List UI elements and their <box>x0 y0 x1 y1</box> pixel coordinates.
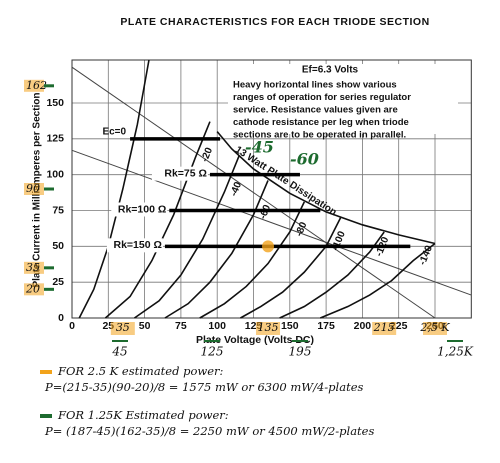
x-tick-label: 175 <box>317 320 335 332</box>
handwritten-label: 45 <box>111 345 127 359</box>
handwritten-label: 1,25K <box>437 345 474 359</box>
y-tick-label: 150 <box>46 97 64 109</box>
handwritten-y-label: 90 <box>26 182 40 195</box>
x-tick-label: 0 <box>69 320 75 332</box>
curve-label: -20 <box>199 146 215 164</box>
label-background <box>111 202 168 217</box>
handwritten-y-label: 20 <box>25 282 40 295</box>
curve <box>133 155 240 319</box>
curve-label: -80 <box>294 220 310 238</box>
highlight <box>24 261 44 274</box>
operating-range-label: Rk=75 Ω <box>164 167 207 179</box>
x-tick-label: 100 <box>208 320 226 332</box>
x-axis-label: Plate Voltage (Volts DC) <box>196 334 314 346</box>
highlight <box>372 322 397 335</box>
handwritten-bias: -45 <box>245 138 274 157</box>
curve <box>104 121 211 319</box>
y-tick-label: 75 <box>52 204 64 216</box>
operating-range-label: Rk=100 Ω <box>118 203 166 215</box>
handwritten-label: 195 <box>289 345 312 359</box>
note-text: FOR 1.25K Estimated power: <box>57 408 229 422</box>
handwritten-bias: -60 <box>290 150 319 169</box>
curve <box>279 231 385 319</box>
note-line: cathode resistance per leg when triode <box>233 117 409 128</box>
highlight <box>24 283 44 296</box>
handwritten-x-label: 135 <box>258 321 279 334</box>
load-line <box>71 149 472 296</box>
label-background <box>151 166 208 181</box>
note-line: Heavy horizontal lines show various <box>233 80 397 91</box>
note-text: P= (187-45)(162-35)/8 = 2250 mW or 4500 … <box>44 424 374 438</box>
y-tick-label: 25 <box>52 276 64 288</box>
note-background <box>228 64 458 134</box>
x-tick-label: 150 <box>281 320 299 332</box>
highlight <box>24 183 44 195</box>
handwritten-x-label: 215 <box>373 321 395 334</box>
chart-title: PLATE CHARACTERISTICS FOR EACH TRIODE SE… <box>120 16 429 28</box>
highlight <box>110 322 135 335</box>
x-tick-label: 75 <box>175 320 187 332</box>
x-tick-label: 200 <box>354 320 372 332</box>
highlight <box>423 322 447 335</box>
curve-label: -40 <box>228 180 244 198</box>
curve <box>199 201 306 319</box>
y-tick-label: 0 <box>58 312 64 324</box>
handwritten-y-label: 35 <box>26 261 40 274</box>
y-tick-label: 50 <box>52 240 64 252</box>
highlight <box>24 79 44 92</box>
handwritten-label: 125 <box>201 345 224 359</box>
dissipation-curve <box>216 131 436 245</box>
note-title: Ef=6.3 Volts <box>302 65 359 76</box>
plot-frame <box>71 59 472 319</box>
handwritten-x-label: 2,5 K <box>419 321 450 334</box>
load-line <box>71 66 436 319</box>
x-tick-label: 25 <box>102 320 114 332</box>
note-line: sections are to be operated in parallel. <box>233 130 406 141</box>
operating-range-label: Rk=150 Ω <box>114 239 162 251</box>
y-tick-label: 100 <box>46 168 64 180</box>
curve <box>78 59 150 319</box>
handwritten-y-label: 162 <box>26 79 47 92</box>
y-tick-label: 125 <box>46 133 64 145</box>
x-tick-label: 50 <box>139 320 151 332</box>
note-line: ranges of operation for series regulator <box>233 92 411 103</box>
handwritten-x-label: 35 <box>116 321 130 334</box>
highlight-point <box>262 240 275 253</box>
curve <box>240 217 342 319</box>
note-line: service. Resistance values given are <box>233 105 398 116</box>
highlight <box>256 322 281 335</box>
note-text: P=(215-35)(90-20)/8 = 1575 mW or 6300 mW… <box>44 380 364 394</box>
curve-label: Ec=0 <box>102 126 126 137</box>
curve <box>319 242 436 319</box>
label-background <box>106 238 163 253</box>
note-text: FOR 2.5 K estimated power: <box>57 364 224 378</box>
